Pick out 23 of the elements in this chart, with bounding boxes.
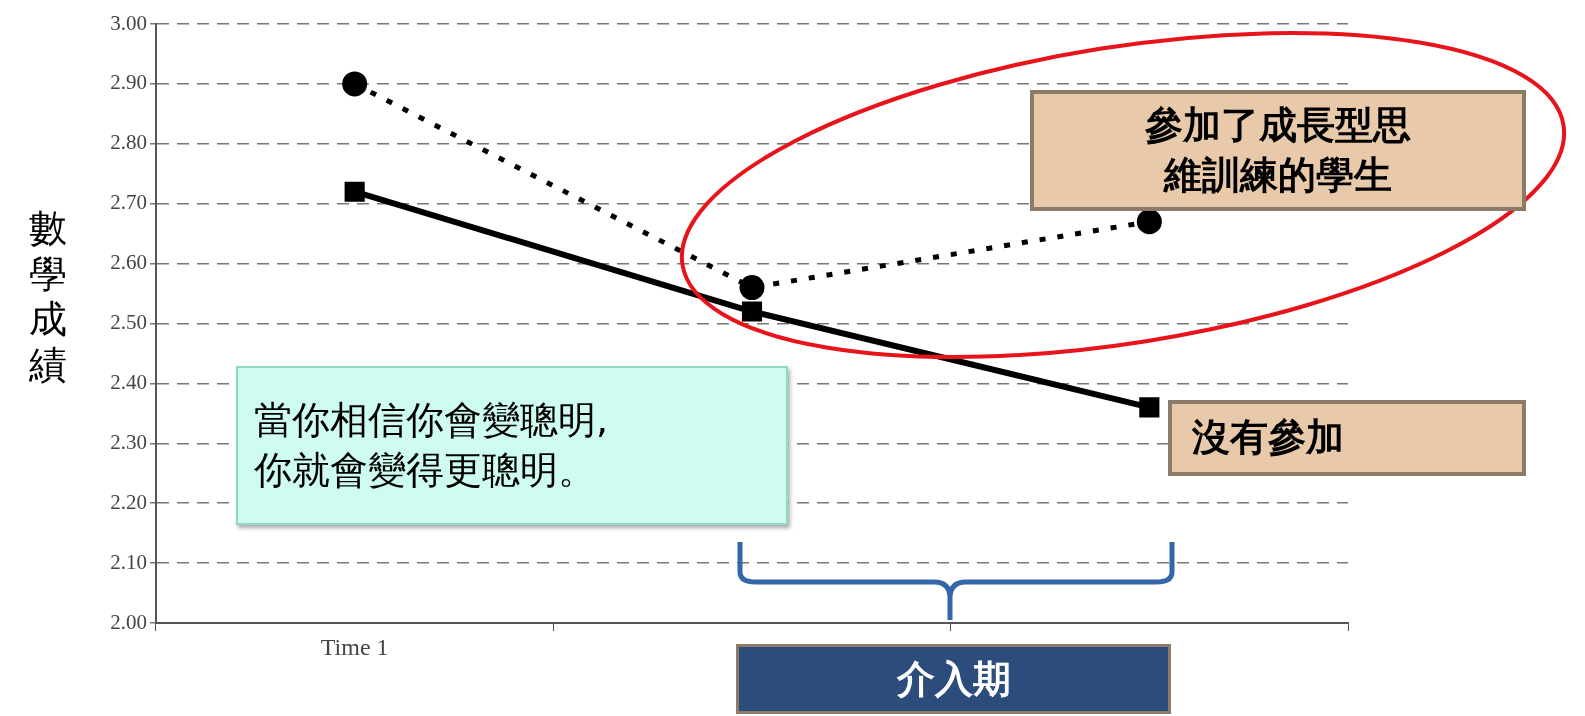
x-tick-label: Time 1 (320, 633, 389, 660)
y-tick-label: 2.10 (110, 549, 147, 574)
point (739, 275, 765, 301)
y-tick-label: 2.90 (110, 70, 147, 95)
series-label: 參加了成長型思維訓練的學生 (1144, 102, 1412, 199)
y-tick-label: 2.80 (110, 130, 147, 155)
point (1139, 397, 1160, 418)
y-tick-label: 2.50 (110, 310, 147, 335)
y-tick-label: 2.30 (110, 429, 147, 454)
annotation: 當你相信你會變聰明, 你就會變得更聰明。 (254, 397, 609, 494)
y-tick-label: 2.70 (110, 190, 147, 215)
point (344, 181, 365, 202)
y-tick-label: 3.00 (110, 10, 147, 35)
point (741, 301, 763, 322)
y-tick-label: 2.60 (110, 250, 147, 275)
y-tick-label: 2.20 (110, 489, 147, 514)
point (1136, 209, 1162, 235)
y-tick-label: 2.00 (110, 609, 147, 634)
y-axis-title: 數學成績 (28, 206, 68, 389)
y-tick-label: 2.40 (110, 369, 147, 394)
series-label: 沒有參加 (1192, 414, 1344, 462)
text: 介入期 (896, 655, 1011, 703)
point (342, 71, 368, 97)
